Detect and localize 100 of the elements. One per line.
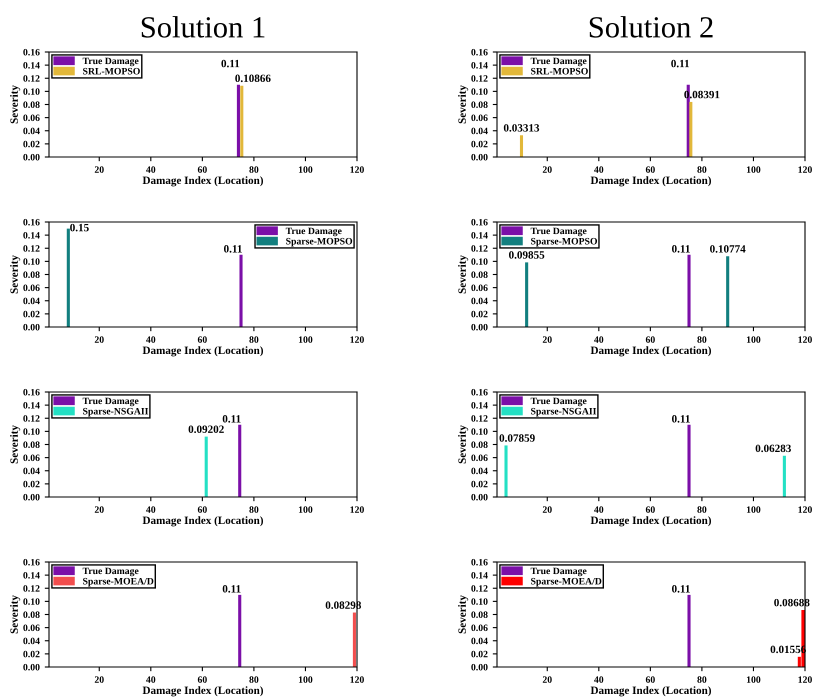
- x-tick-label: 20: [94, 506, 104, 513]
- x-tick-label: 20: [542, 166, 552, 173]
- x-tick-label: 20: [542, 506, 552, 513]
- x-tick-label: 60: [646, 166, 655, 173]
- y-tick-label: 0.14: [23, 402, 40, 409]
- y-tick-label: 0.14: [471, 572, 488, 579]
- y-tick-label: 0.16: [23, 388, 40, 396]
- y-axis-title: Severity: [10, 255, 20, 294]
- y-axis-title: Severity: [458, 255, 468, 294]
- x-tick-label: 60: [646, 336, 655, 343]
- y-tick-label: 0.04: [471, 128, 488, 134]
- bar: [689, 102, 692, 157]
- x-tick-label: 120: [798, 166, 812, 173]
- bar: [687, 594, 691, 667]
- y-axis-title: Severity: [10, 85, 20, 124]
- x-tick-label: 20: [94, 336, 104, 343]
- x-tick-label: 60: [646, 676, 655, 683]
- data-label: 0.09855: [509, 251, 544, 259]
- chart-title: Solution 2: [590, 16, 713, 38]
- y-tick-label: 0.08: [23, 271, 40, 278]
- y-tick-label: 0.04: [23, 468, 40, 474]
- x-tick-label: 20: [94, 676, 104, 683]
- y-tick-label: 0.00: [23, 494, 40, 501]
- data-label: 0.11: [224, 245, 242, 253]
- y-tick-label: 0.00: [471, 324, 488, 331]
- y-tick-label: 0.12: [23, 415, 40, 422]
- legend-label: Sparse-NSGAII: [83, 408, 148, 416]
- y-tick-label: 0.00: [471, 494, 488, 501]
- x-tick-label: 40: [146, 336, 156, 343]
- x-tick-label: 120: [798, 336, 812, 343]
- data-label: 0.09202: [188, 425, 224, 434]
- x-tick-label: 80: [249, 676, 258, 683]
- x-tick-label: 120: [350, 336, 364, 343]
- bar: [726, 256, 730, 327]
- y-tick-label: 0.02: [23, 140, 40, 148]
- bar: [504, 445, 508, 497]
- data-label: 0.15: [70, 224, 89, 232]
- y-tick-label: 0.12: [471, 75, 488, 82]
- y-tick-label: 0.12: [23, 75, 40, 82]
- x-tick-label: 20: [542, 676, 552, 683]
- y-tick-label: 0.10: [471, 258, 488, 265]
- x-tick-label: 60: [646, 506, 655, 513]
- y-axis-title: Severity: [458, 425, 468, 464]
- y-tick-label: 0.02: [471, 140, 488, 148]
- x-tick-label: 20: [542, 336, 552, 343]
- data-label: 0.11: [672, 585, 690, 593]
- y-tick-label: 0.12: [471, 245, 488, 252]
- y-tick-label: 0.14: [23, 232, 40, 239]
- x-tick-label: 100: [746, 506, 760, 513]
- x-axis-title: Damage Index (Location): [590, 176, 711, 186]
- legend-label: True Damage: [286, 228, 342, 236]
- y-tick-label: 0.06: [23, 454, 40, 462]
- y-tick-label: 0.08: [23, 101, 40, 108]
- data-label: 0.10866: [235, 74, 271, 82]
- x-axis-title: Damage Index (Location): [590, 516, 711, 526]
- legend-label: Sparse-NSGAII: [531, 408, 596, 416]
- y-tick-label: 0.08: [471, 101, 488, 108]
- y-tick-label: 0.00: [471, 154, 488, 161]
- y-tick-label: 0.12: [23, 245, 40, 252]
- y-tick-label: 0.08: [471, 611, 488, 618]
- x-tick-label: 100: [298, 336, 312, 343]
- y-tick-label: 0.04: [471, 638, 488, 644]
- y-tick-label: 0.16: [23, 558, 40, 566]
- x-tick-label: 80: [249, 506, 258, 513]
- bar: [525, 262, 528, 327]
- y-tick-label: 0.02: [23, 480, 40, 488]
- x-tick-label: 120: [350, 676, 364, 683]
- y-tick-label: 0.10: [23, 88, 40, 95]
- x-tick-label: 40: [146, 676, 156, 683]
- legend-label: SRL-MOPSO: [83, 68, 140, 74]
- y-axis-title: Severity: [10, 595, 20, 634]
- bar: [687, 254, 691, 327]
- y-tick-label: 0.00: [23, 324, 40, 331]
- legend-label: Sparse-MOPSO: [531, 238, 598, 246]
- y-tick-label: 0.10: [23, 598, 40, 605]
- data-label: 0.11: [671, 60, 690, 68]
- y-tick-label: 0.06: [23, 284, 40, 292]
- legend-label: True Damage: [530, 58, 587, 66]
- x-tick-label: 40: [146, 166, 156, 173]
- y-tick-label: 0.08: [471, 441, 488, 448]
- y-tick-label: 0.04: [23, 128, 40, 134]
- chart-title: Solution 1: [142, 16, 264, 38]
- y-tick-label: 0.12: [23, 585, 40, 592]
- y-tick-label: 0.08: [471, 271, 488, 278]
- x-tick-label: 40: [594, 166, 604, 173]
- bar: [687, 424, 691, 497]
- y-tick-label: 0.06: [471, 624, 488, 632]
- x-tick-label: 60: [198, 336, 207, 343]
- y-tick-label: 0.14: [23, 62, 40, 69]
- y-tick-label: 0.16: [471, 558, 488, 566]
- x-tick-label: 60: [198, 506, 207, 513]
- y-tick-label: 0.10: [471, 88, 488, 95]
- y-tick-label: 0.10: [23, 428, 40, 435]
- x-tick-label: 20: [94, 166, 104, 173]
- y-tick-label: 0.10: [471, 428, 488, 435]
- x-tick-label: 120: [350, 506, 364, 513]
- y-tick-label: 0.08: [23, 441, 40, 448]
- x-axis-title: Damage Index (Location): [142, 516, 263, 526]
- x-axis-title: Damage Index (Location): [590, 346, 711, 356]
- y-tick-label: 0.04: [471, 298, 488, 304]
